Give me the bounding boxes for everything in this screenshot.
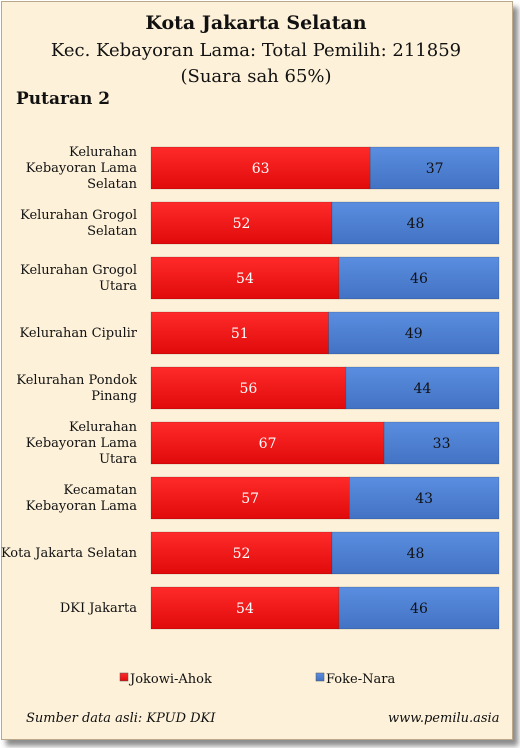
bar-segment-blue xyxy=(338,256,500,300)
chart-subtitle: Kec. Kebayoran Lama: Total Pemilih: 2118… xyxy=(50,40,462,61)
data-label: 51 xyxy=(231,326,249,342)
data-label: 46 xyxy=(410,271,428,287)
data-label: 54 xyxy=(236,601,254,617)
bar-segment-blue xyxy=(331,201,500,245)
data-label: 49 xyxy=(405,326,423,342)
legend-label: Jokowi-Ahok xyxy=(128,672,212,687)
bar-segment-blue xyxy=(328,311,500,355)
website-label: www.pemilu.asia xyxy=(388,711,500,726)
bar-segment-red xyxy=(150,146,371,190)
bar-segment-blue xyxy=(349,476,500,520)
bar-segment-red xyxy=(150,366,347,410)
bar-segment-blue xyxy=(383,421,500,465)
category-label: Kelurahan Kebayoran Lama Utara xyxy=(26,420,138,467)
legend: Jokowi-Ahok Foke-Nara xyxy=(119,672,395,687)
category-label: Kecamatan Kebayoran Lama xyxy=(26,483,138,514)
bar-segment-red xyxy=(150,421,385,465)
category-label: Kelurahan Kebayoran Lama Selatan xyxy=(26,145,138,192)
bar-segment-red xyxy=(150,531,333,575)
bar-segment-blue xyxy=(331,531,500,575)
bar-segment-red xyxy=(150,586,340,630)
data-label: 46 xyxy=(410,601,428,617)
source-note: Sumber data asli: KPUD DKI xyxy=(26,711,216,726)
legend-label: Foke-Nara xyxy=(326,672,395,687)
bar-segment-red xyxy=(150,476,350,520)
data-label: 67 xyxy=(259,436,277,452)
data-label: 54 xyxy=(236,271,254,287)
round-label: Putaran 2 xyxy=(16,89,111,109)
data-label: 43 xyxy=(415,491,433,507)
category-label: Kelurahan Pondok Pinang xyxy=(16,373,137,404)
data-label: 44 xyxy=(414,381,432,397)
chart-subtitle-2: (Suara sah 65%) xyxy=(180,66,332,87)
category-label: Kelurahan Grogol Selatan xyxy=(20,208,138,239)
data-label: 48 xyxy=(407,216,425,232)
data-label: 52 xyxy=(233,216,251,232)
bar-segment-red xyxy=(150,256,340,300)
bar-segment-red xyxy=(150,311,329,355)
bar-segment-blue xyxy=(369,146,500,190)
category-label: Kelurahan Cipulir xyxy=(19,326,137,341)
data-label: 63 xyxy=(252,161,270,177)
data-label: 56 xyxy=(240,381,258,397)
bar-segment-blue xyxy=(345,366,500,410)
data-label: 57 xyxy=(241,491,259,507)
category-label: DKI Jakarta xyxy=(60,601,137,616)
data-label: 33 xyxy=(433,436,451,452)
data-label: 52 xyxy=(233,546,251,562)
chart-title: Kota Jakarta Selatan xyxy=(145,12,367,34)
category-label: Kota Jakarta Selatan xyxy=(1,546,138,561)
data-label: 37 xyxy=(426,161,444,177)
legend-swatch-blue xyxy=(315,672,325,682)
category-label: Kelurahan Grogol Utara xyxy=(20,263,137,294)
legend-swatch-red xyxy=(119,672,129,682)
bar-segment-blue xyxy=(338,586,500,630)
bar-segment-red xyxy=(150,201,333,245)
data-label: 48 xyxy=(407,546,425,562)
